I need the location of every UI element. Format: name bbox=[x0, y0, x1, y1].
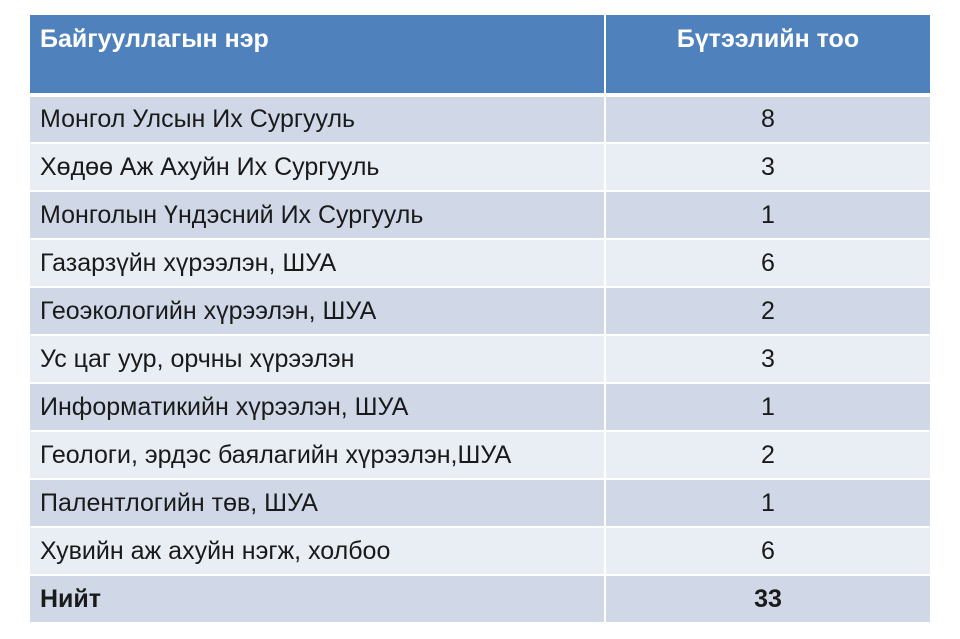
institutions-table-container: Байгууллагын нэр Бүтээлийн тоо Монгол Ул… bbox=[30, 15, 930, 624]
organization-name-cell: Геоэкологийн хүрээлэн, ШУА bbox=[30, 287, 606, 336]
publication-count-cell: 2 bbox=[605, 431, 930, 480]
publication-count-cell: 1 bbox=[605, 479, 930, 528]
publication-count-cell: 6 bbox=[605, 239, 930, 288]
organization-name-cell: Геологи, эрдэс баялагийн хүрээлэн,ШУА bbox=[30, 431, 606, 480]
header-publication-count: Бүтээлийн тоо bbox=[605, 15, 930, 95]
organization-name-cell: Хөдөө Аж Ахуйн Их Сургууль bbox=[30, 143, 606, 192]
publication-count-cell: 8 bbox=[605, 95, 930, 144]
organization-name-cell: Монгол Улсын Их Сургууль bbox=[30, 95, 606, 144]
table-row: Палентлогийн төв, ШУА 1 bbox=[30, 479, 930, 528]
header-organization-name: Байгууллагын нэр bbox=[30, 15, 606, 95]
total-row: Нийт 33 bbox=[30, 575, 930, 624]
publication-count-cell: 2 bbox=[605, 287, 930, 336]
organization-name-cell: Монголын Үндэсний Их Сургууль bbox=[30, 191, 606, 240]
total-label: Нийт bbox=[30, 575, 606, 624]
table-row: Геоэкологийн хүрээлэн, ШУА 2 bbox=[30, 287, 930, 336]
table-row: Газарзүйн хүрээлэн, ШУА 6 bbox=[30, 239, 930, 288]
publication-count-cell: 6 bbox=[605, 527, 930, 576]
publication-count-cell: 1 bbox=[605, 383, 930, 432]
table-row: Монголын Үндэсний Их Сургууль 1 bbox=[30, 191, 930, 240]
organization-name-cell: Информатикийн хүрээлэн, ШУА bbox=[30, 383, 606, 432]
total-count: 33 bbox=[605, 575, 930, 624]
table-row: Хөдөө Аж Ахуйн Их Сургууль 3 bbox=[30, 143, 930, 192]
organization-name-cell: Палентлогийн төв, ШУА bbox=[30, 479, 606, 528]
publication-count-cell: 1 bbox=[605, 191, 930, 240]
organization-name-cell: Ус цаг уур, орчны хүрээлэн bbox=[30, 335, 606, 384]
publication-count-cell: 3 bbox=[605, 335, 930, 384]
table-header-row: Байгууллагын нэр Бүтээлийн тоо bbox=[30, 15, 930, 95]
table-row: Хувийн аж ахуйн нэгж, холбоо 6 bbox=[30, 527, 930, 576]
publication-count-cell: 3 bbox=[605, 143, 930, 192]
institutions-table: Байгууллагын нэр Бүтээлийн тоо Монгол Ул… bbox=[30, 15, 930, 624]
table-row: Монгол Улсын Их Сургууль 8 bbox=[30, 95, 930, 144]
organization-name-cell: Хувийн аж ахуйн нэгж, холбоо bbox=[30, 527, 606, 576]
table-row: Ус цаг уур, орчны хүрээлэн 3 bbox=[30, 335, 930, 384]
table-row: Информатикийн хүрээлэн, ШУА 1 bbox=[30, 383, 930, 432]
table-body: Монгол Улсын Их Сургууль 8 Хөдөө Аж Ахуй… bbox=[30, 95, 930, 624]
table-row: Геологи, эрдэс баялагийн хүрээлэн,ШУА 2 bbox=[30, 431, 930, 480]
organization-name-cell: Газарзүйн хүрээлэн, ШУА bbox=[30, 239, 606, 288]
